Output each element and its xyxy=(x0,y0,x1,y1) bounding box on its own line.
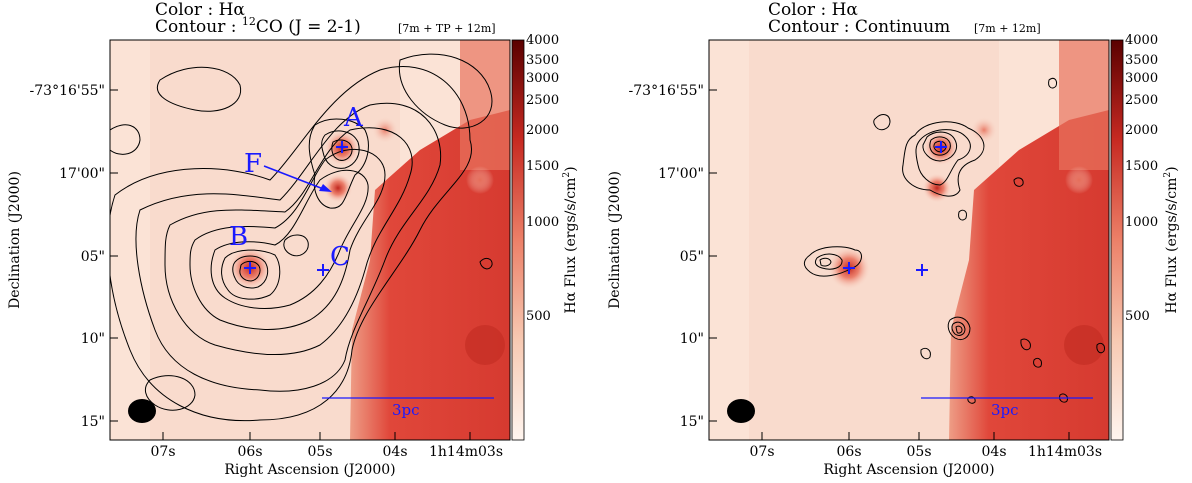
x-axis-label-left: Right Ascension (J2000) xyxy=(224,462,395,478)
y-ticks-right: -73°16'55" 17'00" 05" 10" 15" xyxy=(629,83,704,430)
colorbar-ticks-left: 4000 3500 3000 2500 2000 1500 1000 500 xyxy=(526,33,559,324)
colorbar-tick: 1500 xyxy=(1125,159,1158,174)
colorbar-tick: 1500 xyxy=(526,159,559,174)
colorbar-tick: 1000 xyxy=(526,215,559,230)
y-tick-label: 15" xyxy=(81,414,105,430)
colorbar-tick: 3000 xyxy=(526,71,559,86)
y-tick-label: -73°16'55" xyxy=(629,83,704,99)
colorbar-tick: 500 xyxy=(526,309,551,324)
colorbar-tick: 500 xyxy=(1125,309,1150,324)
title-config-right: [7m + 12m] xyxy=(974,22,1041,35)
x-tick-label: 06s xyxy=(837,444,862,460)
y-axis-label-left: Declination (J2000) xyxy=(7,171,23,309)
source-label-C: C xyxy=(330,242,350,272)
plot-frame-right xyxy=(708,39,1110,441)
y-tick-label: 10" xyxy=(81,331,105,347)
source-label-A: A xyxy=(343,103,364,133)
x-tick-label: 05s xyxy=(907,444,932,460)
scale-bar-label-right: 3pc xyxy=(991,401,1019,419)
colorbar-label-left: Hα Flux (ergs/s/cm2) xyxy=(562,166,579,313)
x-tick-label: 1h14m03s xyxy=(429,444,503,460)
beam-ellipse-right xyxy=(727,399,755,423)
source-label-F: F xyxy=(244,149,262,179)
y-tick-label: 05" xyxy=(680,249,704,265)
title-contour-right: Contour : Continuum xyxy=(768,17,950,37)
halpha-map-right xyxy=(709,40,1109,440)
arrow-F xyxy=(263,165,327,191)
right-panel: 3pc Color : Hα Contour : Continuum [7m +… xyxy=(607,0,1180,478)
co-contours xyxy=(110,53,493,422)
x-ticks-left: 07s 06s 05s 04s 1h14m03s xyxy=(151,444,504,460)
x-tick-label: 07s xyxy=(151,444,176,460)
scale-bar-label-left: 3pc xyxy=(392,401,420,419)
tick-marks-right xyxy=(709,89,1070,440)
y-ticks-left: -73°16'55" 17'00" 05" 10" 15" xyxy=(30,83,105,430)
colorbar-tick: 4000 xyxy=(1125,33,1158,48)
left-panel: A B C F 3pc Color : Hα Contour : 12CO (J… xyxy=(7,0,579,478)
colorbar-right xyxy=(1110,39,1124,441)
source-markers-right xyxy=(843,141,947,276)
x-tick-label: 04s xyxy=(982,444,1007,460)
y-tick-label: 17'00" xyxy=(59,166,105,182)
tick-marks-left xyxy=(110,89,471,440)
x-tick-label: 1h14m03s xyxy=(1028,444,1102,460)
colorbar-left xyxy=(511,39,525,441)
colorbar-ticks-right: 4000 3500 3000 2500 2000 1500 1000 500 xyxy=(1125,33,1158,324)
x-axis-label-right: Right Ascension (J2000) xyxy=(823,462,994,478)
title-config-left: [7m + TP + 12m] xyxy=(398,22,496,35)
title-color-right: Color : Hα xyxy=(768,0,858,20)
colorbar-tick: 4000 xyxy=(526,33,559,48)
title-color-left: Color : Hα xyxy=(155,0,245,20)
y-tick-label: 10" xyxy=(680,331,704,347)
arrow-F-head xyxy=(319,184,332,192)
colorbar-tick: 3000 xyxy=(1125,71,1158,86)
title-contour-left: Contour : 12CO (J = 2-1) xyxy=(155,15,361,37)
colorbar-tick: 2000 xyxy=(1125,123,1158,138)
source-markers-left xyxy=(244,141,348,276)
x-tick-label: 04s xyxy=(383,444,408,460)
halpha-map-left xyxy=(110,40,510,440)
y-tick-label: -73°16'55" xyxy=(30,83,105,99)
x-ticks-right: 07s 06s 05s 04s 1h14m03s xyxy=(750,444,1103,460)
colorbar-tick: 2000 xyxy=(526,123,559,138)
colorbar-tick: 3500 xyxy=(526,53,559,68)
x-tick-label: 05s xyxy=(308,444,333,460)
beam-ellipse-left xyxy=(128,399,156,423)
colorbar-label-right: Hα Flux (ergs/s/cm2) xyxy=(1163,166,1180,313)
y-tick-label: 05" xyxy=(81,249,105,265)
y-tick-label: 17'00" xyxy=(658,166,704,182)
colorbar-tick: 2500 xyxy=(526,93,559,108)
x-tick-label: 07s xyxy=(750,444,775,460)
y-axis-label-right: Declination (J2000) xyxy=(607,171,623,309)
source-label-B: B xyxy=(229,222,248,252)
y-tick-label: 15" xyxy=(680,414,704,430)
colorbar-tick: 3500 xyxy=(1125,53,1158,68)
plot-frame-left xyxy=(109,39,511,441)
colorbar-tick: 2500 xyxy=(1125,93,1158,108)
colorbar-tick: 1000 xyxy=(1125,215,1158,230)
continuum-contours xyxy=(803,77,1105,404)
x-tick-label: 06s xyxy=(238,444,263,460)
